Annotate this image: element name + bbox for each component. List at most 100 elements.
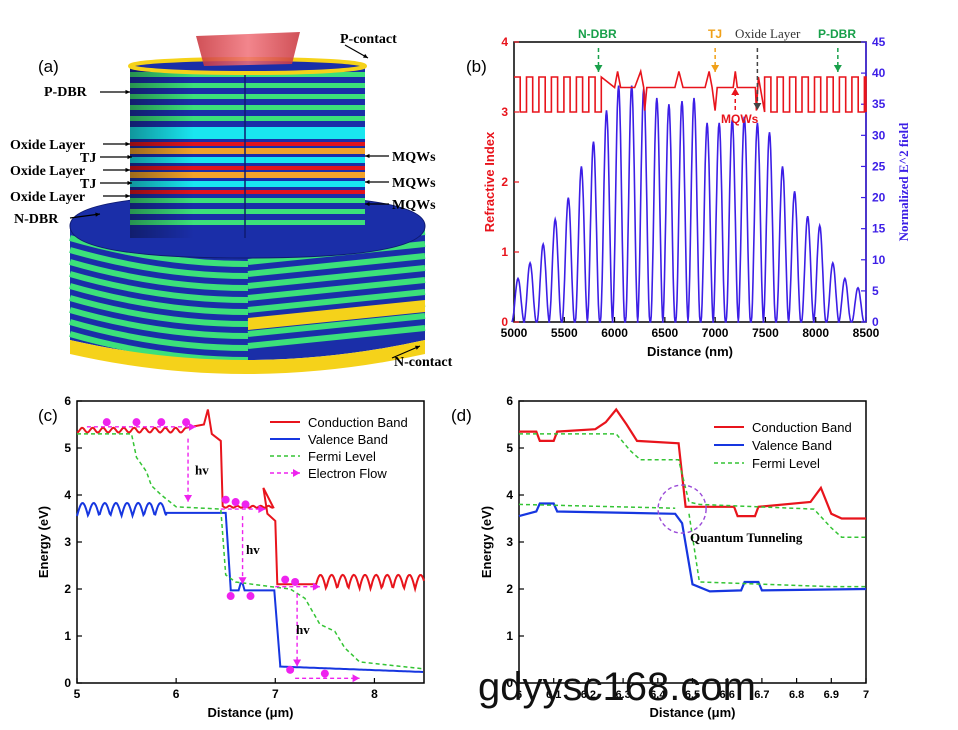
n-dbr-layer (247, 289, 426, 313)
n-dbr-annotation: N-DBR (578, 27, 617, 41)
electron-dot (246, 592, 255, 601)
label-arrowhead (127, 180, 132, 186)
annotation-arrowhead (711, 65, 720, 72)
n-dbr-layer (69, 307, 249, 339)
x-tick-label: 5000 (501, 326, 528, 340)
n-dbr-layer (69, 319, 249, 351)
refractive-index-field-panel: (b) 5000 5500 6000 6500 7000 7500 8000 85000123… (466, 26, 911, 359)
electron-dot (182, 418, 191, 427)
y-tick-label: 3 (501, 105, 508, 119)
x-tick-label: 5 (74, 687, 81, 701)
label-arrowhead (365, 153, 370, 159)
electron-flow-arrowhead (352, 674, 360, 683)
mesa-shade (130, 66, 194, 238)
x-tick-label: 7000 (702, 326, 729, 340)
mqws-annotation: MQWs (721, 112, 759, 126)
legend-arrowhead (293, 469, 300, 477)
label-arrowhead (95, 212, 100, 217)
conduction-band-series (76, 409, 425, 593)
x-tick-label: 7 (863, 689, 869, 701)
n-dbr-layer (247, 253, 426, 277)
refractive-index-series (514, 68, 867, 113)
label-arrowhead (125, 141, 130, 147)
y-tick-label: 2 (506, 582, 513, 596)
p-contact-label: P-contact (340, 32, 397, 47)
oxide-layer (130, 181, 365, 187)
hv-label: hv (246, 542, 260, 557)
panel-a-label: (a) (38, 57, 59, 76)
electron-flow-arrowhead (258, 505, 266, 514)
panel-b-plot: 5000 5500 6000 6500 7000 7500 8000 850001234Dis… (482, 35, 911, 359)
x-tick-label: 6.1 (546, 689, 561, 701)
fermi-level-series (77, 433, 425, 670)
x-axis-title: Distance (μm) (650, 705, 736, 720)
legend-label: Valence Band (308, 432, 388, 447)
n-dbr-label: N-DBR (14, 212, 59, 227)
legend-label: Fermi Level (752, 456, 820, 471)
y2-tick-label: 30 (872, 128, 886, 142)
valence-band-series (518, 502, 867, 593)
legend-label: Electron Flow (308, 466, 387, 481)
x-tick-label: 6.9 (824, 689, 839, 701)
x-tick-label: 6.6 (720, 689, 735, 701)
mqws-label: MQWs (392, 176, 436, 191)
band-diagram-zoom-panel: (d) 6 6.1 6.2 6.3 6.4 6.5 6.6 6.7 6.8 6.9 70123456… (451, 394, 869, 720)
n-dbr-layer (247, 325, 426, 349)
y-tick-label: 5 (506, 441, 513, 455)
n-dbr-layer (69, 331, 249, 363)
quantum-tunneling-label: Quantum Tunneling (690, 530, 803, 545)
tj-label: TJ (80, 151, 96, 166)
y-tick-label: 0 (64, 676, 71, 690)
n-contact-label: N-contact (394, 355, 453, 370)
left-layer-labels: P-DBR Oxide Layer TJ Oxide Layer TJ Oxid… (10, 32, 453, 370)
n-contact-strip (248, 300, 425, 330)
y2-tick-label: 0 (872, 315, 879, 329)
y2-axis-title: Normalized E^2 field (896, 122, 911, 242)
y-tick-label: 0 (501, 315, 508, 329)
electron-dot (102, 418, 111, 427)
legend: Conduction Band Valence Band Fermi Level (714, 420, 852, 471)
tunneling-highlight-circle (657, 484, 707, 534)
electron-dot (226, 592, 235, 601)
label-arrowhead (365, 179, 370, 185)
label-arrowhead (125, 193, 130, 199)
watermark: gdyysc168.com (478, 665, 756, 709)
label-arrowhead (127, 154, 132, 160)
y2-tick-label: 10 (872, 253, 886, 267)
label-pointer (69, 213, 101, 219)
panel-b-label: (b) (466, 57, 487, 76)
electron-dot (231, 498, 240, 507)
x-tick-label: 6.2 (581, 689, 596, 701)
x-axis-title: Distance (μm) (208, 705, 294, 720)
n-dbr-layer (69, 271, 249, 303)
electron-flow-arrowhead (312, 582, 320, 591)
panel-d-label: (d) (451, 406, 472, 425)
y-tick-label: 6 (506, 394, 513, 408)
emission-arrowhead (184, 495, 193, 503)
y-tick-label: 2 (501, 175, 508, 189)
n-dbr-layer (69, 283, 249, 315)
y-tick-label: 3 (64, 535, 71, 549)
y-tick-label: 1 (506, 629, 513, 643)
electron-dot (320, 669, 329, 678)
y-tick-label: 5 (64, 441, 71, 455)
x-tick-label: 6.5 (685, 689, 700, 701)
y2-tick-label: 5 (872, 284, 879, 298)
n-dbr-layer (69, 247, 249, 279)
legend-label: Conduction Band (752, 420, 852, 435)
device-structure-panel: (a) P-DBR Oxide Layer TJ Oxide Layer TJ … (10, 32, 453, 374)
x-tick-label: 6.4 (650, 689, 666, 701)
mqws-label: MQWs (392, 150, 436, 165)
electron-flow-arrowhead (188, 422, 196, 431)
x-tick-label: 8500 (853, 326, 880, 340)
oxide-layer-label: Oxide Layer (10, 190, 85, 205)
electron-dot (132, 418, 141, 427)
y-tick-label: 3 (506, 535, 513, 549)
n-dbr-layer (69, 295, 249, 327)
tj-layer (130, 142, 365, 146)
oxide-layer-label: Oxide Layer (10, 138, 85, 153)
mqws-label: MQWs (392, 198, 436, 213)
y-tick-label: 4 (506, 488, 513, 502)
p-dbr-layer (130, 116, 365, 121)
